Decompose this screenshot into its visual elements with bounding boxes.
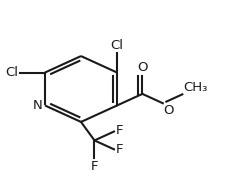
Text: O: O xyxy=(164,104,174,117)
Text: F: F xyxy=(91,160,98,173)
Text: F: F xyxy=(116,124,123,137)
Text: CH₃: CH₃ xyxy=(183,81,208,94)
Text: O: O xyxy=(137,61,148,74)
Text: N: N xyxy=(32,99,42,112)
Text: Cl: Cl xyxy=(5,66,18,79)
Text: F: F xyxy=(116,143,123,156)
Text: Cl: Cl xyxy=(110,38,124,52)
